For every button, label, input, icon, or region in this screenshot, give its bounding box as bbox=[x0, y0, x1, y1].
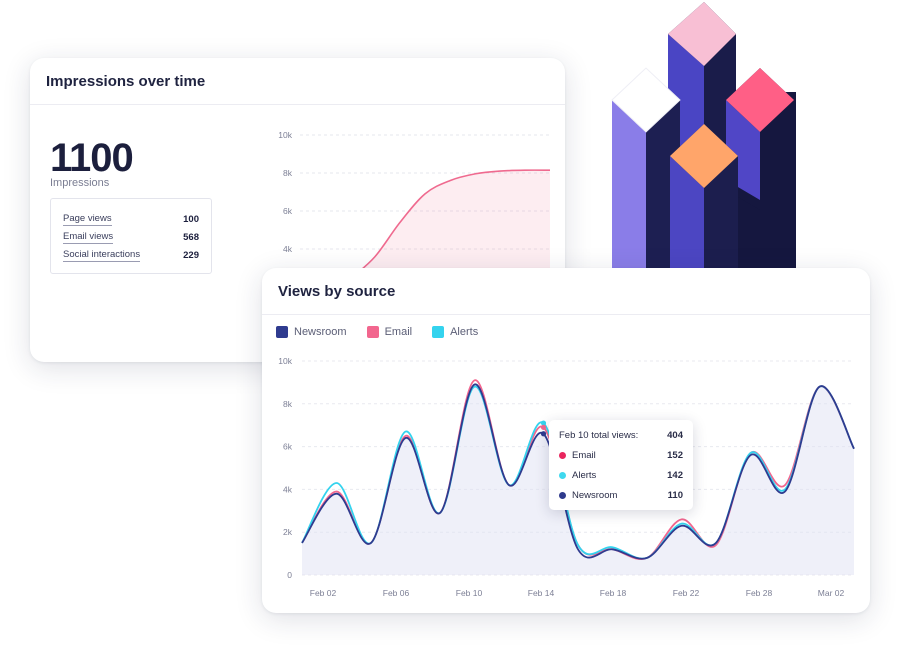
x-tick-label: Feb 18 bbox=[600, 588, 627, 598]
legend-item[interactable]: Email bbox=[366, 326, 413, 338]
legend-label: Email bbox=[384, 326, 413, 338]
y-tick-label: 10k bbox=[278, 130, 292, 140]
y-tick-label: 6k bbox=[283, 442, 293, 452]
tooltip-row-value: 152 bbox=[667, 449, 683, 461]
stat-value: 568 bbox=[183, 231, 199, 243]
tooltip-header: Feb 10 total views: 404 bbox=[559, 428, 683, 442]
tooltip-row-value: 110 bbox=[667, 489, 683, 501]
hover-marker bbox=[540, 424, 547, 430]
stat-label[interactable]: Page views bbox=[63, 212, 112, 226]
stat-row-social-interactions: Social interactions 229 bbox=[63, 246, 199, 264]
x-tick-label: Feb 28 bbox=[746, 588, 773, 598]
x-tick-label: Feb 06 bbox=[383, 588, 410, 598]
x-tick-label: Feb 22 bbox=[673, 588, 700, 598]
hover-marker bbox=[540, 420, 547, 426]
legend-swatch bbox=[432, 326, 445, 338]
legend-item[interactable]: Alerts bbox=[432, 326, 478, 338]
stat-label[interactable]: Social interactions bbox=[63, 248, 141, 262]
x-tick-label: Mar 02 bbox=[818, 588, 845, 598]
email-dot-icon bbox=[559, 451, 566, 459]
y-tick-label: 4k bbox=[283, 244, 293, 254]
impressions-card-title: Impressions over time bbox=[30, 58, 565, 105]
legend-swatch bbox=[276, 326, 288, 338]
tooltip-row-label: Alerts bbox=[572, 469, 597, 481]
stat-row-email-views: Email views 568 bbox=[63, 228, 199, 246]
views-by-source-card: Views by source Newsroom Email Alerts 10k 8… bbox=[262, 268, 870, 613]
stat-value: 229 bbox=[183, 249, 199, 261]
x-tick-label: Feb 02 bbox=[310, 588, 337, 598]
views-legend: Newsroom Email Alerts bbox=[276, 326, 478, 338]
tooltip-row-alerts: Alerts 142 bbox=[559, 468, 683, 482]
legend-swatch bbox=[366, 326, 379, 338]
tooltip-row-value: 142 bbox=[667, 469, 683, 481]
x-tick-label: Feb 14 bbox=[528, 588, 555, 598]
x-tick-label: Feb 10 bbox=[456, 588, 483, 598]
tooltip-row-email: Email 152 bbox=[559, 448, 683, 462]
stat-value: 100 bbox=[183, 213, 199, 225]
y-tick-label: 8k bbox=[283, 168, 293, 178]
tooltip-row-label: Email bbox=[572, 449, 596, 461]
views-card-title: Views by source bbox=[262, 268, 870, 315]
tooltip-row-newsroom: Newsroom 110 bbox=[559, 488, 683, 502]
impressions-stats-box: Page views 100 Email views 568 Social in… bbox=[50, 198, 212, 274]
legend-label: Newsroom bbox=[294, 326, 347, 338]
y-tick-label: 10k bbox=[278, 356, 292, 366]
chart-tooltip: Feb 10 total views: 404 Email 152 Alerts… bbox=[549, 420, 693, 510]
y-tick-label: 6k bbox=[283, 206, 293, 216]
tooltip-total: 404 bbox=[667, 429, 683, 441]
stat-label[interactable]: Email views bbox=[63, 230, 114, 244]
hover-marker bbox=[540, 431, 547, 437]
newsroom-dot-icon bbox=[559, 491, 566, 499]
y-tick-label: 4k bbox=[283, 484, 293, 494]
y-tick-label: 2k bbox=[283, 527, 293, 537]
tooltip-row-label: Newsroom bbox=[572, 489, 618, 501]
impressions-total-label: Impressions bbox=[50, 177, 110, 189]
y-tick-label: 0 bbox=[287, 570, 292, 580]
tooltip-title: Feb 10 total views: bbox=[559, 429, 639, 441]
impressions-total: 1100 bbox=[50, 136, 134, 180]
newsroom-area bbox=[302, 384, 854, 575]
y-tick-label: 8k bbox=[283, 399, 293, 409]
stat-row-page-views: Page views 100 bbox=[63, 210, 199, 228]
legend-item[interactable]: Newsroom bbox=[276, 326, 347, 338]
alerts-dot-icon bbox=[559, 471, 566, 479]
legend-label: Alerts bbox=[450, 326, 479, 338]
decorative-towers-illustration bbox=[611, 2, 796, 270]
